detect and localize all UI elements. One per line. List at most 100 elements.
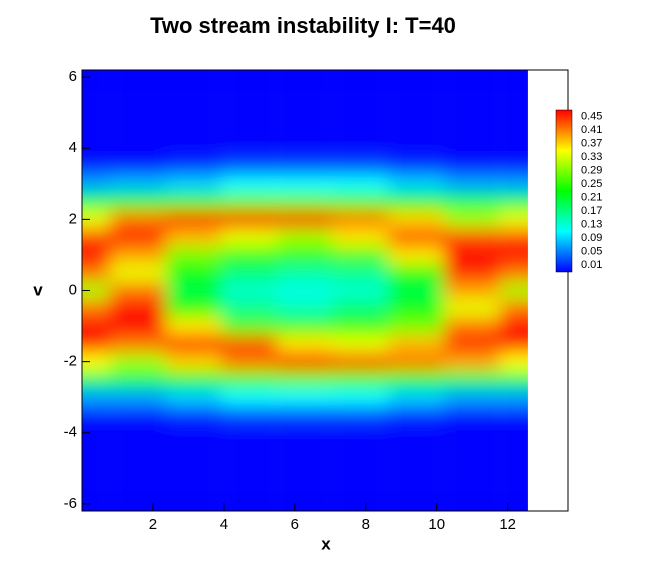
field-cell xyxy=(109,192,166,211)
field-cell xyxy=(82,139,110,158)
field-cell xyxy=(444,477,501,495)
field-cell xyxy=(388,281,445,300)
field-cell xyxy=(500,494,528,511)
field-cell xyxy=(332,192,389,211)
field-cell xyxy=(276,210,333,229)
field-cell xyxy=(500,210,528,229)
field-cell xyxy=(332,423,389,442)
field-cell xyxy=(444,317,501,335)
field-cell xyxy=(82,228,110,247)
field-cell xyxy=(82,459,110,478)
field-cell xyxy=(444,86,501,104)
colorbar-label: 0.17 xyxy=(581,205,602,217)
field-cell xyxy=(221,317,277,335)
field-cell xyxy=(165,334,222,353)
colorbar-label: 0.13 xyxy=(581,219,602,231)
field-cell xyxy=(388,370,445,389)
field-cell xyxy=(276,86,333,104)
field-cell xyxy=(221,192,277,211)
colorbar-label: 0.37 xyxy=(581,138,602,150)
field-cell xyxy=(388,86,445,104)
field-cell xyxy=(332,299,389,318)
field-cell xyxy=(444,441,501,460)
field-cell xyxy=(444,192,501,211)
field-cell xyxy=(332,494,389,511)
colorbar-label: 0.21 xyxy=(581,192,602,204)
field-cell xyxy=(82,281,110,300)
colorbar-label: 0.41 xyxy=(581,124,602,136)
field-cell xyxy=(165,494,222,511)
field-cell xyxy=(221,174,277,193)
field-cell xyxy=(276,263,333,282)
field-cell xyxy=(109,352,166,371)
field-cell xyxy=(332,174,389,193)
field-cell xyxy=(388,210,445,229)
field-cell xyxy=(109,246,166,264)
field-cell xyxy=(500,477,528,495)
field-cell xyxy=(388,406,445,424)
field-cell xyxy=(109,121,166,140)
field-cell xyxy=(221,86,277,104)
colorbar-label: 0.33 xyxy=(581,151,602,163)
field-cell xyxy=(109,210,166,229)
field-cell xyxy=(332,477,389,495)
field-cell xyxy=(500,334,528,353)
field-cell xyxy=(82,103,110,122)
y-tick-label: 0 xyxy=(69,281,77,298)
field-cell xyxy=(221,157,277,175)
field-cell xyxy=(82,70,110,87)
field-cell xyxy=(165,370,222,389)
field-cell xyxy=(388,246,445,264)
field xyxy=(82,70,528,511)
x-tick-label: 10 xyxy=(428,516,445,533)
field-cell xyxy=(500,139,528,158)
field-cell xyxy=(221,441,277,460)
field-cell xyxy=(109,477,166,495)
field-cell xyxy=(332,103,389,122)
field-cell xyxy=(109,157,166,175)
field-cell xyxy=(500,299,528,318)
field-cell xyxy=(165,192,222,211)
field-cell xyxy=(444,388,501,407)
field-cell xyxy=(165,174,222,193)
field-cell xyxy=(109,70,166,87)
field-cell xyxy=(388,121,445,140)
field-cell xyxy=(109,139,166,158)
field-cell xyxy=(500,157,528,175)
field-cell xyxy=(388,103,445,122)
field-cell xyxy=(165,441,222,460)
chart-title: Two stream instability I: T=40 xyxy=(150,13,456,38)
field-cell xyxy=(109,423,166,442)
field-cell xyxy=(276,477,333,495)
field-cell xyxy=(165,263,222,282)
field-cell xyxy=(276,121,333,140)
field-cell xyxy=(109,441,166,460)
colorbar-label: 0.01 xyxy=(581,259,602,271)
field-cell xyxy=(165,281,222,300)
field-cell xyxy=(444,70,501,87)
field-cell xyxy=(388,228,445,247)
field-cell xyxy=(388,299,445,318)
field-cell xyxy=(109,370,166,389)
field-cell xyxy=(276,388,333,407)
field-cell xyxy=(221,70,277,87)
colorbar-label: 0.29 xyxy=(581,165,602,177)
field-cell xyxy=(165,352,222,371)
field-cell xyxy=(221,423,277,442)
field-cell xyxy=(444,174,501,193)
field-cell xyxy=(165,477,222,495)
field-cell xyxy=(444,281,501,300)
field-cell xyxy=(109,334,166,353)
field-cell xyxy=(109,103,166,122)
field-cell xyxy=(332,86,389,104)
field-cell xyxy=(500,370,528,389)
field-cell xyxy=(276,494,333,511)
field-cell xyxy=(165,317,222,335)
colorbar-label: 0.25 xyxy=(581,178,602,190)
colorbar-label: 0.05 xyxy=(581,246,602,258)
field-cell xyxy=(388,263,445,282)
colorbar-label: 0.09 xyxy=(581,232,602,244)
field-cell xyxy=(109,86,166,104)
x-tick-label: 6 xyxy=(291,516,299,533)
field-cell xyxy=(388,334,445,353)
